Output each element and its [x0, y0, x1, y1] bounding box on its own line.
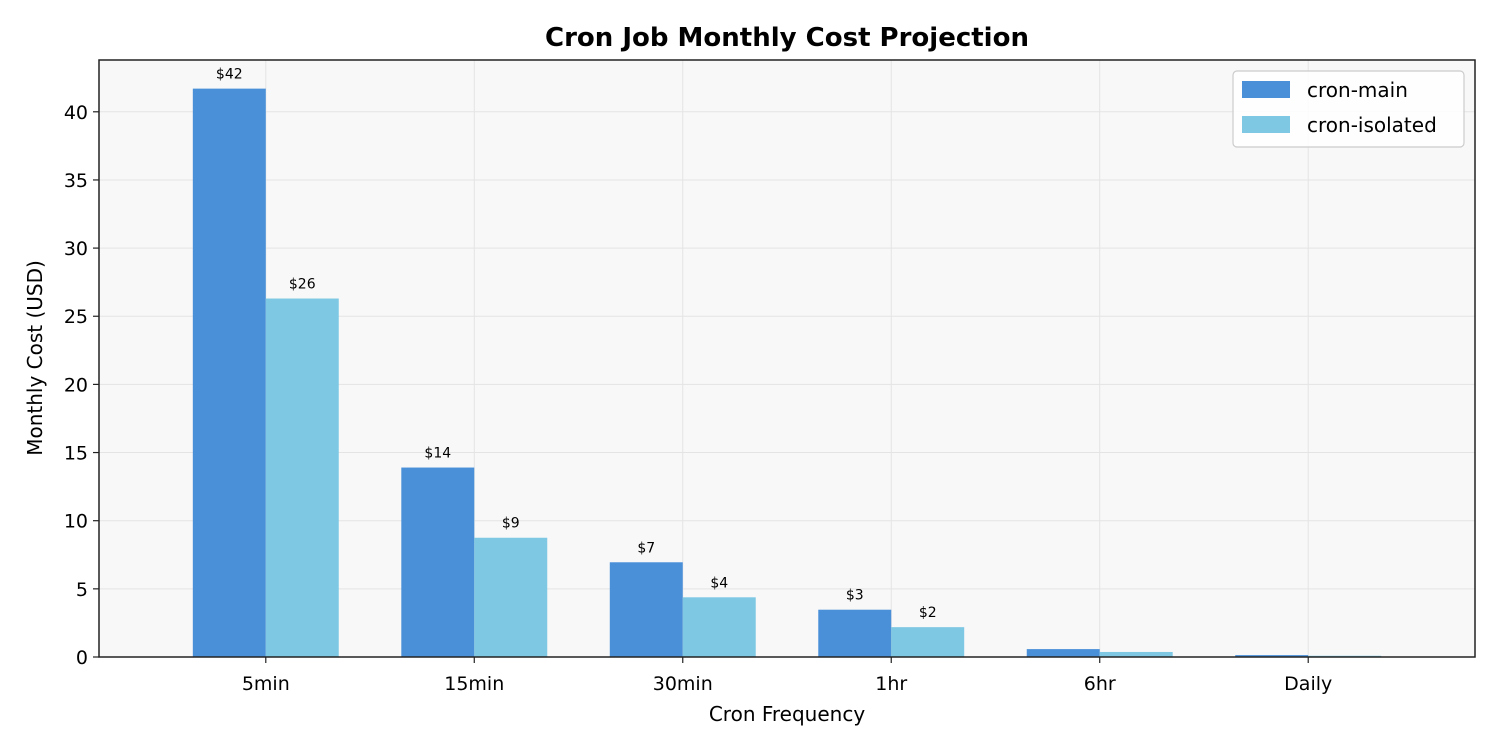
legend: cron-main cron-isolated: [1232, 70, 1465, 148]
x-tick-label: Daily: [1284, 673, 1332, 695]
bar-cron-main-1hr: [818, 609, 892, 657]
bar-cron-main-15min: [401, 467, 475, 657]
bar-value-label: $3: [846, 588, 864, 604]
x-tick-label: 30min: [653, 673, 713, 695]
plot-frame: [98, 59, 1476, 658]
x-tick-label: 5min: [242, 673, 290, 695]
legend-swatch-cron-isolated: [1242, 116, 1290, 133]
bar-value-label: $14: [424, 446, 451, 462]
y-axis-label: Monthly Cost (USD): [23, 260, 47, 456]
bar-cron-isolated-30min: [682, 597, 756, 657]
bar-cron-isolated-6hr: [1099, 651, 1173, 657]
y-tick-label: 10: [64, 511, 88, 533]
bar-value-label: $9: [502, 516, 520, 532]
bar-value-label: $26: [289, 277, 316, 293]
y-tick-label: 5: [76, 579, 88, 601]
y-tick-label: 30: [64, 238, 88, 260]
x-axis-label: Cron Frequency: [709, 702, 866, 726]
bar-cron-isolated-5min: [265, 298, 339, 657]
legend-label-cron-main: cron-main: [1307, 78, 1408, 102]
y-tick-label: 40: [64, 102, 88, 124]
bar-labels: $42 $14 $7 $3 $26 $9 $4 $2: [216, 67, 937, 622]
bar-cron-main-6hr: [1026, 649, 1100, 657]
axis-ticks: 0 5 10 15 20 25 30 35 40 5min 15min 30min 1hr 6hr Dail…: [64, 102, 1332, 695]
legend-swatch-cron-main: [1242, 81, 1290, 98]
bar-value-label: $2: [919, 605, 937, 621]
y-tick-label: 15: [64, 443, 88, 465]
bar-cron-isolated-15min: [474, 537, 548, 657]
bar-cron-main-30min: [609, 562, 683, 657]
bar-value-label: $4: [710, 575, 728, 591]
y-tick-label: 0: [76, 647, 88, 669]
x-tick-label: 6hr: [1084, 673, 1116, 695]
y-tick-label: 25: [64, 306, 88, 328]
chart-title: Cron Job Monthly Cost Projection: [545, 23, 1029, 53]
bars: [192, 88, 1382, 657]
legend-label-cron-isolated: cron-isolated: [1307, 113, 1437, 137]
bar-value-label: $7: [637, 540, 655, 556]
bar-cron-main-Daily: [1235, 655, 1309, 657]
bar-cron-main-5min: [192, 88, 266, 657]
x-tick-label: 1hr: [875, 673, 907, 695]
x-tick-label: 15min: [444, 673, 504, 695]
bar-value-label: $42: [216, 67, 243, 83]
legend-box: [1232, 70, 1465, 148]
bar-cron-isolated-1hr: [891, 627, 965, 657]
y-tick-label: 20: [64, 374, 88, 396]
y-tick-label: 35: [64, 170, 88, 192]
